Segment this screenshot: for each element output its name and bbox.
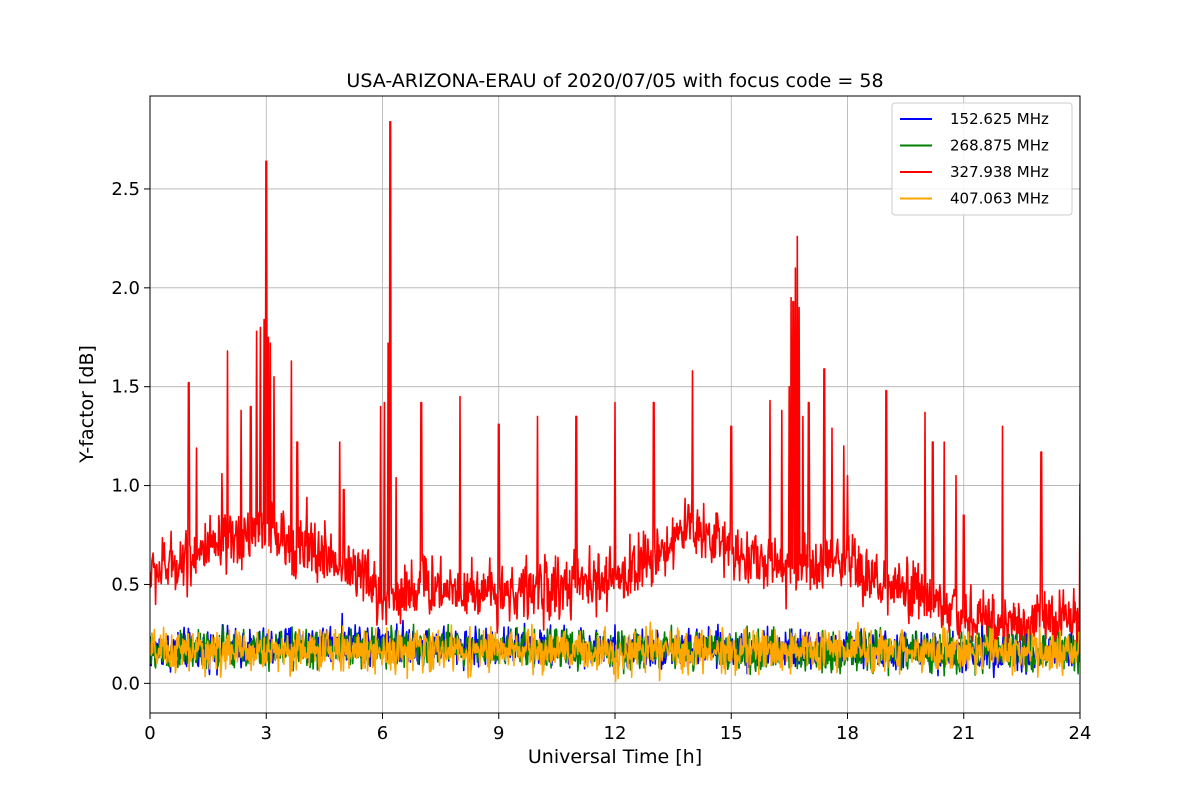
legend-box <box>891 102 1073 216</box>
chart-title: USA-ARIZONA-ERAU of 2020/07/05 with focu… <box>346 70 883 92</box>
x-tick-label: 0 <box>144 723 155 744</box>
series-line-2 <box>150 120 1080 666</box>
x-axis-label: Universal Time [h] <box>528 746 702 768</box>
y-tick-label: 1.0 <box>111 476 140 497</box>
y-tick-label: 0.0 <box>111 673 140 694</box>
series-line-3 <box>150 621 1080 683</box>
plot-area <box>150 120 1080 683</box>
y-tick-label: 2.5 <box>111 179 140 200</box>
y-axis-label: Y-factor [dB] <box>76 345 98 464</box>
x-tick-label: 3 <box>261 723 272 744</box>
x-tick-label: 12 <box>604 723 627 744</box>
legend-label: 268.875 MHz <box>950 137 1049 155</box>
y-tick-label: 0.5 <box>111 574 140 595</box>
x-tick-label: 9 <box>493 723 504 744</box>
legend-label: 152.625 MHz <box>950 110 1049 128</box>
legend: 152.625 MHz 268.875 MHz 327.938 MHz 407.063… <box>891 102 1073 216</box>
legend-label: 407.063 MHz <box>950 190 1049 208</box>
x-tick-label: 21 <box>952 723 975 744</box>
legend-label: 327.938 MHz <box>950 163 1049 181</box>
y-tick-label: 1.5 <box>111 377 140 398</box>
x-axis: 0 3 6 9 12 15 18 21 24 <box>144 713 1091 744</box>
x-tick-label: 24 <box>1069 723 1092 744</box>
x-tick-label: 15 <box>720 723 743 744</box>
y-tick-label: 2.0 <box>111 278 140 299</box>
x-tick-label: 18 <box>836 723 859 744</box>
y-axis: 0.0 0.5 1.0 1.5 2.0 2.5 <box>111 179 150 694</box>
x-tick-label: 6 <box>377 723 388 744</box>
